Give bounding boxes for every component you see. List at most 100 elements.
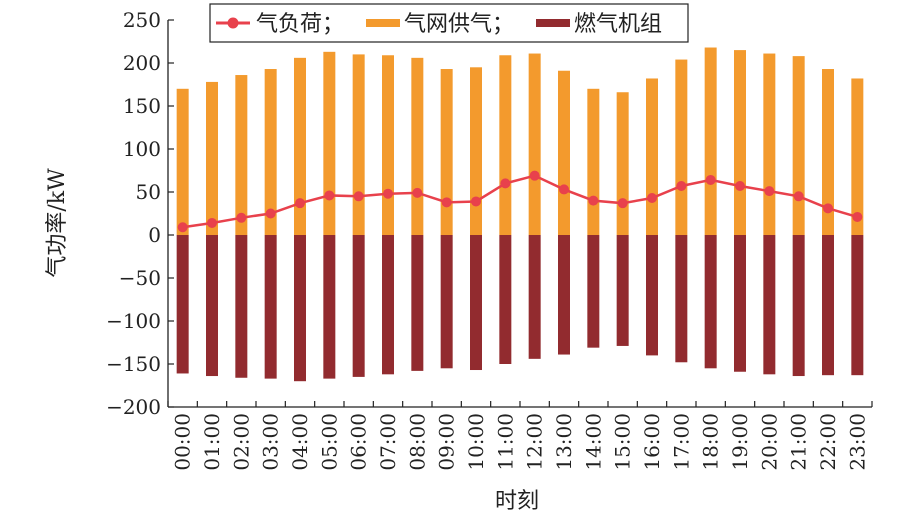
- y-axis-title: 气功率/kW: [45, 168, 70, 278]
- bar-gas-unit-14: [587, 235, 600, 348]
- x-tick-label: 02:00: [229, 413, 253, 471]
- bar-gas-unit-2: [235, 235, 248, 378]
- point-gas-load-13: [559, 184, 569, 195]
- bar-gas-unit-6: [352, 235, 365, 377]
- bar-gas-unit-19: [734, 235, 746, 372]
- y-tick-label: 50: [136, 180, 161, 204]
- legend-box: [209, 3, 689, 43]
- bar-gas-unit-3: [264, 235, 277, 379]
- y-tick-label: 0: [148, 223, 161, 247]
- point-gas-load-7: [383, 188, 393, 199]
- legend-label-gas-network: 气网供气；: [404, 12, 514, 37]
- bar-gas-unit-20: [763, 235, 776, 375]
- bar-gas-network-8: [411, 57, 424, 236]
- x-tick-label: 10:00: [464, 413, 488, 471]
- point-gas-load-22: [823, 203, 833, 214]
- bar-gas-network-10: [470, 67, 482, 235]
- x-tick-label: 08:00: [405, 413, 429, 471]
- legend-swatch-gas-load-marker: [227, 17, 239, 29]
- bar-gas-unit-5: [323, 235, 336, 379]
- x-tick-label: 23:00: [845, 413, 869, 471]
- bar-gas-network-18: [704, 47, 717, 235]
- bar-gas-network-11: [499, 55, 512, 236]
- bar-gas-network-22: [822, 69, 834, 236]
- bar-gas-network-6: [352, 54, 365, 236]
- point-gas-load-5: [324, 190, 335, 201]
- bar-gas-network-13: [558, 70, 570, 236]
- bar-gas-network-2: [235, 75, 248, 235]
- x-tick-label: 07:00: [376, 413, 400, 471]
- legend-label-gas-unit: 燃气机组: [574, 12, 662, 37]
- point-gas-load-0: [177, 222, 188, 233]
- point-gas-load-1: [207, 217, 217, 228]
- bar-gas-unit-1: [206, 235, 218, 377]
- x-tick-label: 12:00: [523, 413, 547, 471]
- x-tick-label: 16:00: [640, 413, 664, 471]
- point-gas-load-2: [236, 212, 247, 223]
- y-tick-label: −50: [119, 266, 161, 290]
- x-tick-label: 21:00: [787, 413, 811, 471]
- bar-gas-network-4: [294, 57, 306, 236]
- bar-gas-unit-4: [294, 235, 306, 382]
- point-gas-load-19: [735, 180, 745, 191]
- bar-gas-network-0: [176, 88, 189, 235]
- x-tick-label: 14:00: [581, 413, 605, 471]
- bar-gas-network-15: [616, 92, 629, 236]
- legend-swatch-gas-network: [366, 19, 400, 27]
- point-gas-load-9: [441, 197, 452, 208]
- y-tick-label: −150: [106, 352, 161, 376]
- bar-gas-unit-12: [528, 235, 541, 359]
- point-gas-load-3: [265, 208, 276, 219]
- x-tick-label: 03:00: [259, 413, 283, 471]
- point-gas-load-17: [676, 180, 687, 191]
- point-gas-load-14: [588, 195, 599, 206]
- bar-gas-network-16: [646, 78, 658, 235]
- x-tick-label: 17:00: [669, 413, 693, 471]
- x-tick-label: 20:00: [757, 413, 781, 471]
- point-gas-load-21: [793, 191, 804, 202]
- bar-gas-network-12: [528, 53, 541, 235]
- point-gas-load-16: [647, 193, 657, 204]
- bar-gas-network-5: [323, 51, 336, 235]
- x-tick-label: 05:00: [317, 413, 341, 471]
- x-tick-label: 22:00: [816, 413, 840, 471]
- legend: 气负荷； 气网供气； 燃气机组: [209, 3, 689, 43]
- bar-gas-network-7: [382, 55, 394, 236]
- point-gas-load-8: [412, 187, 423, 198]
- bar-gas-network-1: [206, 81, 218, 235]
- x-tick-label: 04:00: [288, 413, 312, 471]
- point-gas-load-23: [852, 211, 863, 222]
- point-gas-load-15: [617, 198, 628, 209]
- bar-gas-unit-22: [822, 235, 834, 376]
- x-tick-label: 06:00: [347, 413, 371, 471]
- point-gas-load-12: [529, 170, 540, 181]
- bar-gas-unit-16: [646, 235, 658, 356]
- bar-gas-unit-13: [558, 235, 570, 355]
- bar-gas-network-19: [734, 50, 746, 235]
- x-tick-label: 18:00: [699, 413, 723, 471]
- bar-gas-network-21: [792, 56, 805, 236]
- bar-gas-unit-23: [851, 235, 864, 376]
- x-tick-label: 15:00: [611, 413, 635, 471]
- bar-gas-network-23: [851, 78, 864, 235]
- bar-gas-unit-0: [176, 235, 189, 374]
- axes: 250 200 150 100 50 0 −50 −100 −150 −200 00:00 01:00…: [106, 8, 873, 471]
- bar-gas-unit-17: [675, 235, 688, 363]
- point-gas-load-11: [500, 178, 511, 189]
- y-tick-label: 250: [123, 8, 161, 32]
- y-tick-label: 150: [123, 94, 161, 118]
- point-gas-load-10: [471, 196, 481, 207]
- bar-gas-unit-21: [792, 235, 805, 377]
- bar-gas-unit-10: [470, 235, 482, 371]
- x-tick-label: 09:00: [435, 413, 459, 471]
- bar-gas-unit-11: [499, 235, 512, 364]
- x-tick-label: 11:00: [493, 413, 517, 471]
- bar-gas-unit-18: [704, 235, 717, 369]
- y-tick-label: 100: [123, 137, 161, 161]
- bar-gas-network-17: [675, 59, 688, 236]
- bar-gas-unit-7: [382, 235, 394, 375]
- legend-swatch-gas-unit: [536, 19, 570, 27]
- y-tick-label: −100: [106, 309, 161, 333]
- x-axis-title: 时刻: [495, 489, 539, 514]
